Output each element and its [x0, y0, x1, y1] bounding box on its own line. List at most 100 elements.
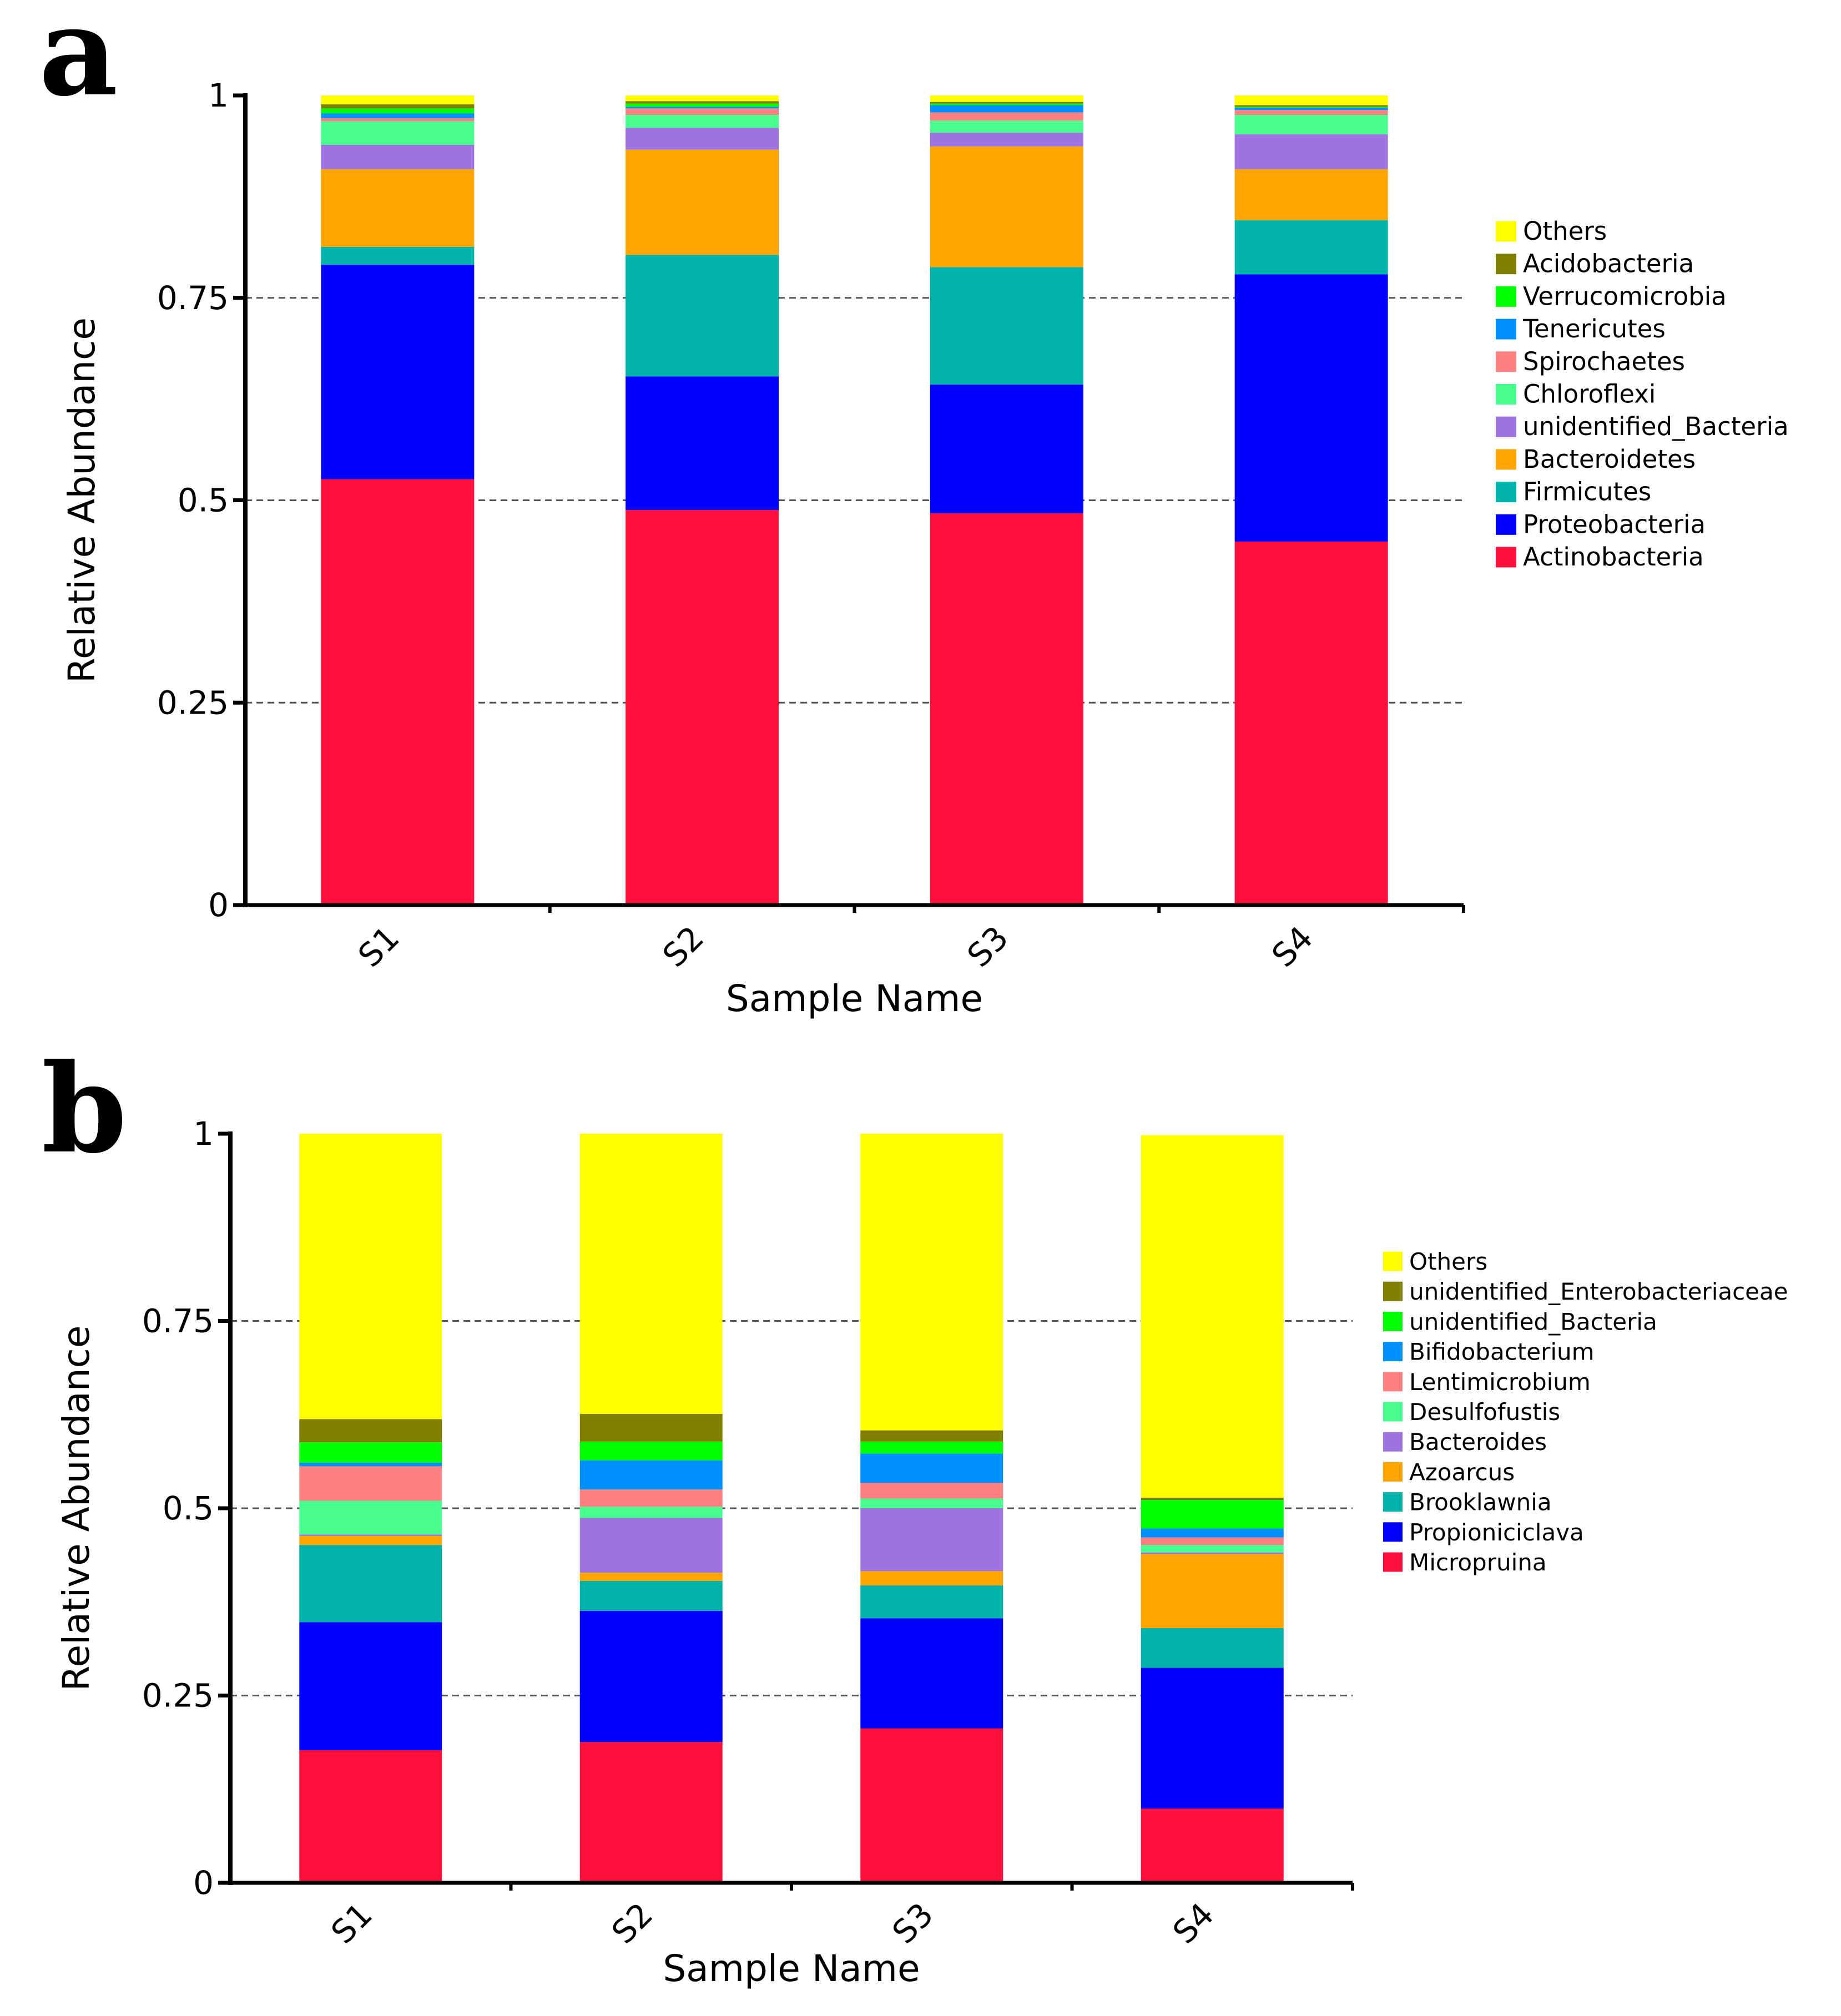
bar-segment-S2-Propioniciclava	[579, 1610, 723, 1742]
legend-label: Verrucomicrobia	[1523, 281, 1727, 311]
bar-segment-S1-Micropruina	[299, 1750, 442, 1883]
bar-segment-S4-Proteobacteria	[1234, 274, 1388, 542]
legend-swatch	[1496, 384, 1516, 405]
bar-segment-S2-Others	[626, 95, 779, 102]
bar-segment-S4-unidentified_Bacteria	[1234, 134, 1388, 169]
y-tick-label: 1	[208, 77, 229, 114]
bar-segment-S1-unidentified_Bacteria	[299, 1442, 442, 1463]
bar-segment-S4-Tenericutes	[1234, 107, 1388, 110]
bar-segment-S3-Proteobacteria	[930, 384, 1083, 513]
bar-segment-S4-Chloroflexi	[1234, 115, 1388, 135]
bar-segment-S3-unidentified_Enterobacteriaceae	[860, 1430, 1003, 1442]
bar-segment-S3-Bacteroidetes	[930, 146, 1083, 267]
bar-segment-S3-Propioniciclava	[860, 1618, 1003, 1729]
legend-label: Tenericutes	[1522, 314, 1666, 343]
bar-segment-S3-Chloroflexi	[930, 120, 1083, 133]
panel-label: a	[39, 0, 118, 123]
legend-swatch	[1496, 416, 1516, 437]
bar-segment-S4-Desulfofustis	[1141, 1545, 1284, 1553]
y-tick-label: 0.5	[163, 1489, 214, 1527]
x-axis-title: Sample Name	[726, 977, 983, 1020]
bar-segment-S3-Bacteroides	[860, 1508, 1003, 1572]
chart-a: a 0 0.25 0.5 0.75 1 S1 S2 S3 S4 Sample Name Relativ…	[39, 0, 1789, 1020]
bar-segment-S1-unidentified_Enterobacteriaceae	[299, 1419, 442, 1443]
x-tick-label: S1	[351, 919, 406, 974]
bar-segment-S2-Brooklawnia	[579, 1580, 723, 1611]
legend-swatch	[1383, 1552, 1403, 1572]
bar-segment-S2-Bifidobacterium	[579, 1460, 723, 1490]
bar-segment-S2-Micropruina	[579, 1742, 723, 1883]
legend-label: Propioniciclava	[1409, 1519, 1584, 1546]
y-tick-label: 1	[193, 1115, 214, 1153]
legend-label: unidentified_Bacteria	[1409, 1308, 1657, 1335]
bar-segment-S1-Bifidobacterium	[299, 1462, 442, 1467]
legend-label: Others	[1523, 216, 1607, 246]
bar-segment-S4-Bacteroides	[1141, 1552, 1284, 1554]
bar-segment-S2-unidentified_Bacteria	[626, 128, 779, 150]
bar-segment-S1-Proteobacteria	[321, 264, 475, 479]
bar-segment-S3-Others	[930, 95, 1083, 102]
legend-label: Azoarcus	[1409, 1458, 1515, 1486]
bar-segment-S2-Actinobacteria	[626, 510, 779, 905]
bar-segment-S2-Bacteroidetes	[626, 149, 779, 255]
legend-swatch	[1383, 1311, 1403, 1331]
x-tick-label: S2	[604, 1896, 660, 1951]
legend-swatch	[1383, 1372, 1403, 1392]
x-tick-label: S3	[960, 919, 1016, 974]
bar-segment-S2-Acidobacteria	[626, 101, 779, 104]
legend-label: Bifidobacterium	[1409, 1338, 1595, 1366]
bar-segment-S3-Verrucomicrobia	[930, 103, 1083, 105]
bar-segment-S1-Brooklawnia	[299, 1545, 442, 1623]
x-tick-label: S4	[1166, 1896, 1221, 1951]
legend-swatch	[1496, 254, 1516, 275]
y-tick-label: 0	[193, 1864, 214, 1902]
bar-segment-S3-unidentified_Bacteria	[930, 133, 1083, 146]
bar-segment-S1-Others	[321, 95, 475, 105]
y-tick-label: 0.75	[142, 1302, 214, 1340]
x-tick-label: S2	[655, 919, 711, 974]
x-tick-label: S3	[885, 1896, 941, 1951]
bar-segment-S2-Firmicutes	[626, 255, 779, 377]
bar-segment-S1-Lentimicrobium	[299, 1466, 442, 1501]
legend-label: Desulfofustis	[1409, 1398, 1560, 1426]
bar-segment-S1-Chloroflexi	[321, 121, 475, 145]
legend-swatch	[1496, 514, 1516, 535]
bar-segment-S3-unidentified_Bacteria	[860, 1441, 1003, 1454]
legend-swatch	[1383, 1342, 1403, 1362]
legend-label: Micropruina	[1409, 1549, 1547, 1576]
bar-segment-S2-Chloroflexi	[626, 115, 779, 128]
bar-segment-S1-Desulfofustis	[299, 1500, 442, 1535]
legend-label: Proteobacteria	[1523, 509, 1706, 539]
bar-segment-S3-Tenericutes	[930, 105, 1083, 113]
bar-segment-S3-Brooklawnia	[860, 1585, 1003, 1619]
legend-swatch	[1496, 286, 1516, 307]
bar-segment-S1-Bacteroides	[299, 1534, 442, 1536]
bar-segment-S2-Desulfofustis	[579, 1507, 723, 1518]
legend-swatch	[1383, 1432, 1403, 1452]
legend-label: Bacteroidetes	[1523, 444, 1696, 474]
bar-segment-S3-Others	[860, 1134, 1003, 1431]
legend-label: Acidobacteria	[1523, 249, 1694, 279]
legend-swatch	[1496, 319, 1516, 340]
bar-segment-S2-Tenericutes	[626, 107, 779, 109]
bar-segment-S4-Spirochaetes	[1234, 110, 1388, 115]
bar-segment-S4-Actinobacteria	[1234, 541, 1388, 905]
bar-segment-S2-Verrucomicrobia	[626, 103, 779, 107]
x-tick-label: S1	[324, 1896, 380, 1951]
legend-swatch	[1383, 1251, 1403, 1271]
bar-segment-S1-Tenericutes	[321, 113, 475, 118]
bar-segment-S1-unidentified_Bacteria	[321, 144, 475, 169]
bar-segment-S4-unidentified_Bacteria	[1141, 1500, 1284, 1529]
bar-segment-S4-Bifidobacterium	[1141, 1528, 1284, 1538]
legend-label: Others	[1409, 1248, 1487, 1275]
y-tick-label: 0	[208, 886, 229, 924]
bar-segment-S1-Firmicutes	[321, 246, 475, 265]
bar-segment-S3-Spirochaetes	[930, 112, 1083, 121]
legend-swatch	[1383, 1492, 1403, 1512]
y-tick-label: 0.25	[157, 684, 229, 721]
chart-b: b 0 0.25 0.5 0.75 1 S1 S2 S3 S4 Sample Name Relativ…	[42, 1037, 1788, 1990]
bar-segment-S2-Azoarcus	[579, 1573, 723, 1581]
y-tick-label: 0.5	[178, 482, 229, 519]
